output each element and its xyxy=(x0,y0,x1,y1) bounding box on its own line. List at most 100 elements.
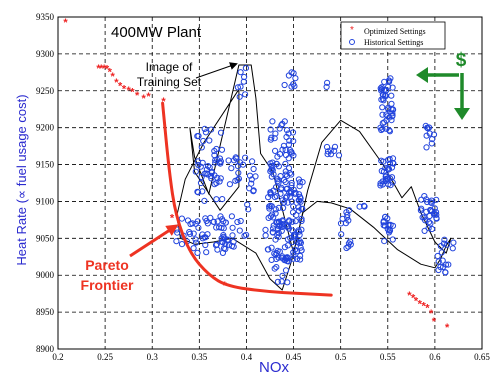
x-axis-ticks: 0.2 0.25 0.3 0.35 0.4 0.45 0.5 0.55 0.6 0.65 xyxy=(52,352,490,362)
optimized-point: * xyxy=(63,17,68,29)
historical-point xyxy=(438,249,445,256)
historical-point xyxy=(206,137,213,144)
historical-point xyxy=(276,125,283,132)
historical-point xyxy=(417,207,424,214)
historical-point xyxy=(386,227,393,234)
x-tick-label: 0.55 xyxy=(380,352,396,362)
historical-point xyxy=(217,175,224,182)
pareto-curve-line xyxy=(161,101,333,297)
training-set-boundary xyxy=(176,64,452,291)
historical-point xyxy=(285,165,293,172)
historical-point xyxy=(422,122,429,130)
historical-point xyxy=(428,140,435,147)
historical-point xyxy=(204,220,211,227)
historical-point xyxy=(246,185,253,192)
historical-point xyxy=(236,227,243,234)
historical-point xyxy=(440,263,447,271)
historical-point xyxy=(270,214,277,221)
optimized-point: * xyxy=(407,290,412,302)
historical-point xyxy=(292,218,299,225)
historical-point xyxy=(235,169,242,176)
historical-point xyxy=(297,252,304,260)
historical-point xyxy=(284,258,291,265)
historical-point xyxy=(276,151,284,158)
x-tick-label: 0.6 xyxy=(429,352,441,362)
grid xyxy=(58,17,482,349)
historical-point xyxy=(418,196,425,203)
x-tick-label: 0.5 xyxy=(335,352,347,362)
historical-point xyxy=(283,127,291,134)
historical-point xyxy=(299,205,306,212)
historical-point xyxy=(268,162,275,170)
historical-point xyxy=(381,119,388,126)
x-tick-label: 0.3 xyxy=(147,352,159,362)
historical-point xyxy=(288,179,295,187)
optimized-point: * xyxy=(170,213,175,225)
historical-point xyxy=(429,136,436,143)
historical-point xyxy=(275,233,282,240)
historical-point xyxy=(178,215,185,222)
legend-circle-icon xyxy=(349,39,355,45)
historical-point xyxy=(275,223,282,230)
historical-point xyxy=(295,197,302,204)
historical-point xyxy=(234,218,241,226)
annotation-training-set: Image of Training Set xyxy=(137,60,238,89)
optimized-point: * xyxy=(135,90,140,102)
historical-point xyxy=(242,91,249,98)
annotation-dollar: $ xyxy=(416,50,470,120)
historical-point xyxy=(268,244,275,251)
historical-point xyxy=(265,246,272,253)
historical-point xyxy=(201,197,208,204)
historical-point xyxy=(218,224,225,231)
historical-point xyxy=(385,77,393,84)
historical-point xyxy=(233,155,240,162)
historical-point xyxy=(290,252,297,259)
historical-point xyxy=(345,217,352,224)
historical-point xyxy=(190,230,197,237)
historical-point xyxy=(273,264,280,271)
historical-point xyxy=(383,111,390,118)
historical-point xyxy=(275,225,282,233)
historical-point xyxy=(445,261,452,268)
historical-point xyxy=(286,137,293,144)
training-boundary-line xyxy=(176,64,452,291)
historical-point xyxy=(287,234,294,242)
historical-point xyxy=(280,142,287,149)
optimized-point: * xyxy=(421,301,426,313)
historical-point xyxy=(219,196,226,203)
historical-point xyxy=(249,158,256,165)
historical-point xyxy=(274,178,281,185)
historical-point xyxy=(203,170,210,177)
down-arrow-icon xyxy=(454,73,470,120)
optimized-point: * xyxy=(429,308,434,320)
historical-point xyxy=(275,254,282,261)
y-tick-label: 9200 xyxy=(36,123,55,133)
historical-point xyxy=(385,83,392,90)
historical-point xyxy=(282,151,290,159)
historical-point xyxy=(219,216,226,223)
historical-point xyxy=(428,197,435,204)
historical-point xyxy=(282,160,289,167)
optimized-point: * xyxy=(99,63,104,75)
historical-point xyxy=(216,178,223,185)
historical-point xyxy=(382,178,389,185)
historical-point xyxy=(377,85,384,92)
historical-point xyxy=(292,75,299,82)
annotation-training-line1: Image of xyxy=(146,60,193,74)
historical-point xyxy=(237,83,244,90)
historical-point xyxy=(389,112,396,119)
optimized-point: * xyxy=(411,292,416,304)
historical-point xyxy=(346,207,353,214)
historical-point xyxy=(290,255,297,262)
historical-point xyxy=(331,143,339,150)
historical-point xyxy=(295,227,302,234)
historical-point xyxy=(297,256,304,263)
historical-point xyxy=(290,138,297,145)
historical-point xyxy=(268,173,275,180)
historical-point xyxy=(327,147,334,154)
historical-point xyxy=(335,152,343,159)
historical-point xyxy=(178,241,186,248)
historical-point xyxy=(384,215,391,222)
historical-point xyxy=(387,221,394,228)
